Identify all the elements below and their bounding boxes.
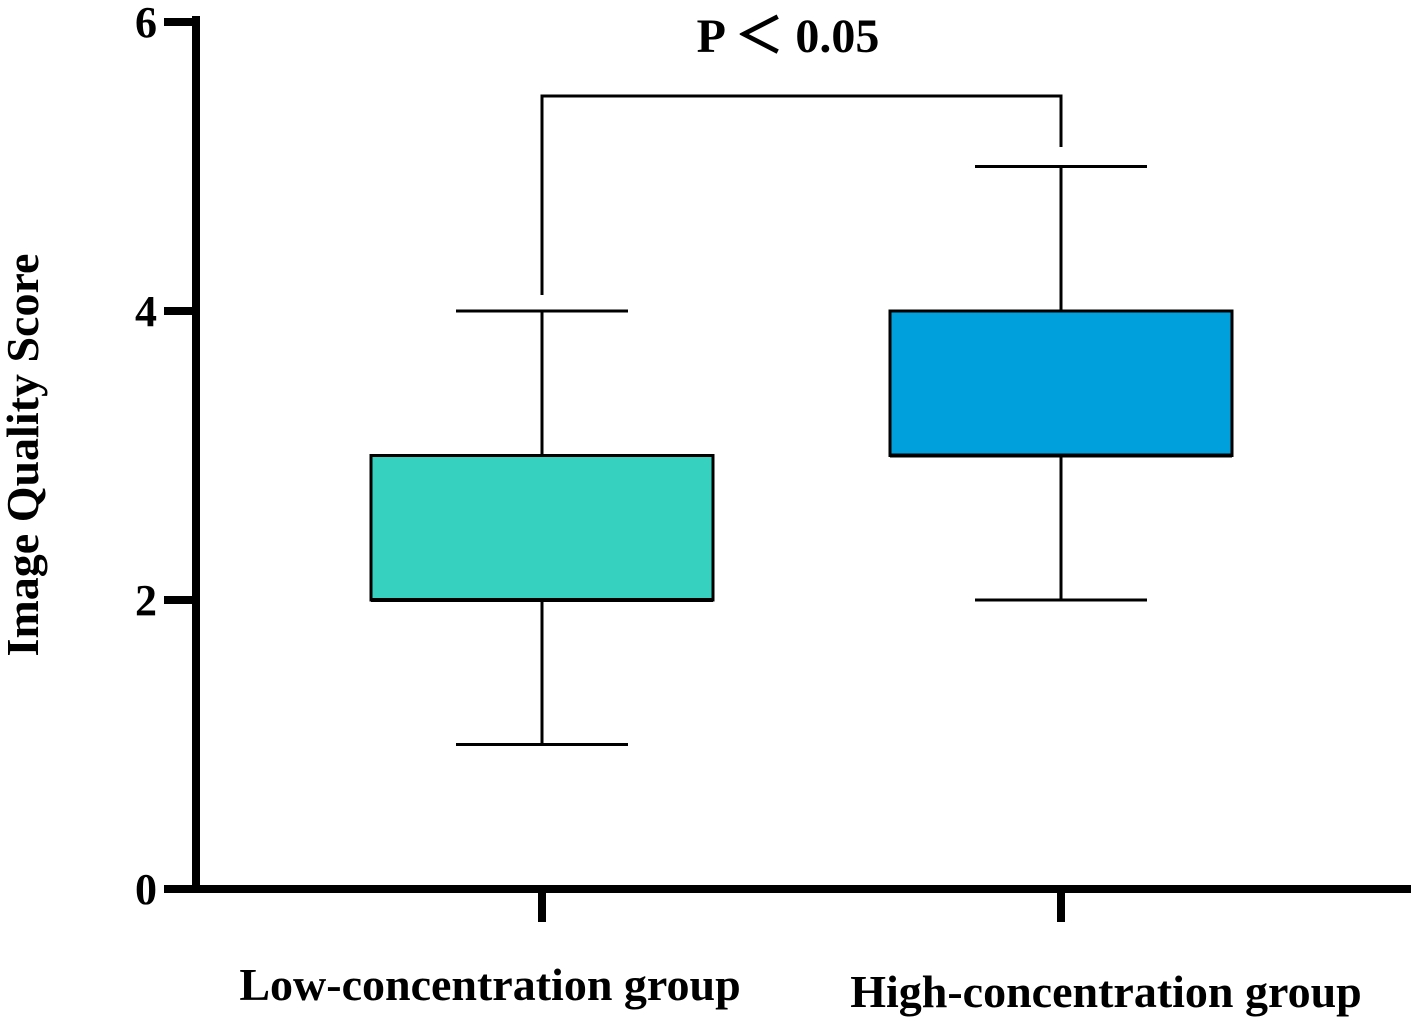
box-2	[888, 165, 1234, 602]
significance-bracket	[540, 94, 1063, 295]
category-label-1: Low-concentration group	[239, 959, 740, 1010]
y-tick-label-0: 0	[135, 865, 157, 914]
y-ticks: 0 2 4 6	[135, 0, 196, 914]
y-tick-label-4: 4	[135, 287, 157, 336]
bracket-line	[540, 94, 1063, 295]
iqr-box-2	[888, 309, 1234, 457]
p-value-annotation: P ＜ 0.05	[697, 10, 880, 63]
box-1	[369, 309, 715, 746]
category-label-2: High-concentration group	[850, 966, 1362, 1017]
x-ticks: Low-concentration group High-concentratio…	[239, 889, 1362, 1017]
iqr-box-1	[369, 454, 715, 602]
y-tick-label-2: 2	[135, 576, 157, 625]
y-axis-title: Image Quality Score	[0, 254, 48, 657]
boxes	[369, 165, 1234, 746]
y-tick-label-6: 6	[135, 0, 157, 47]
